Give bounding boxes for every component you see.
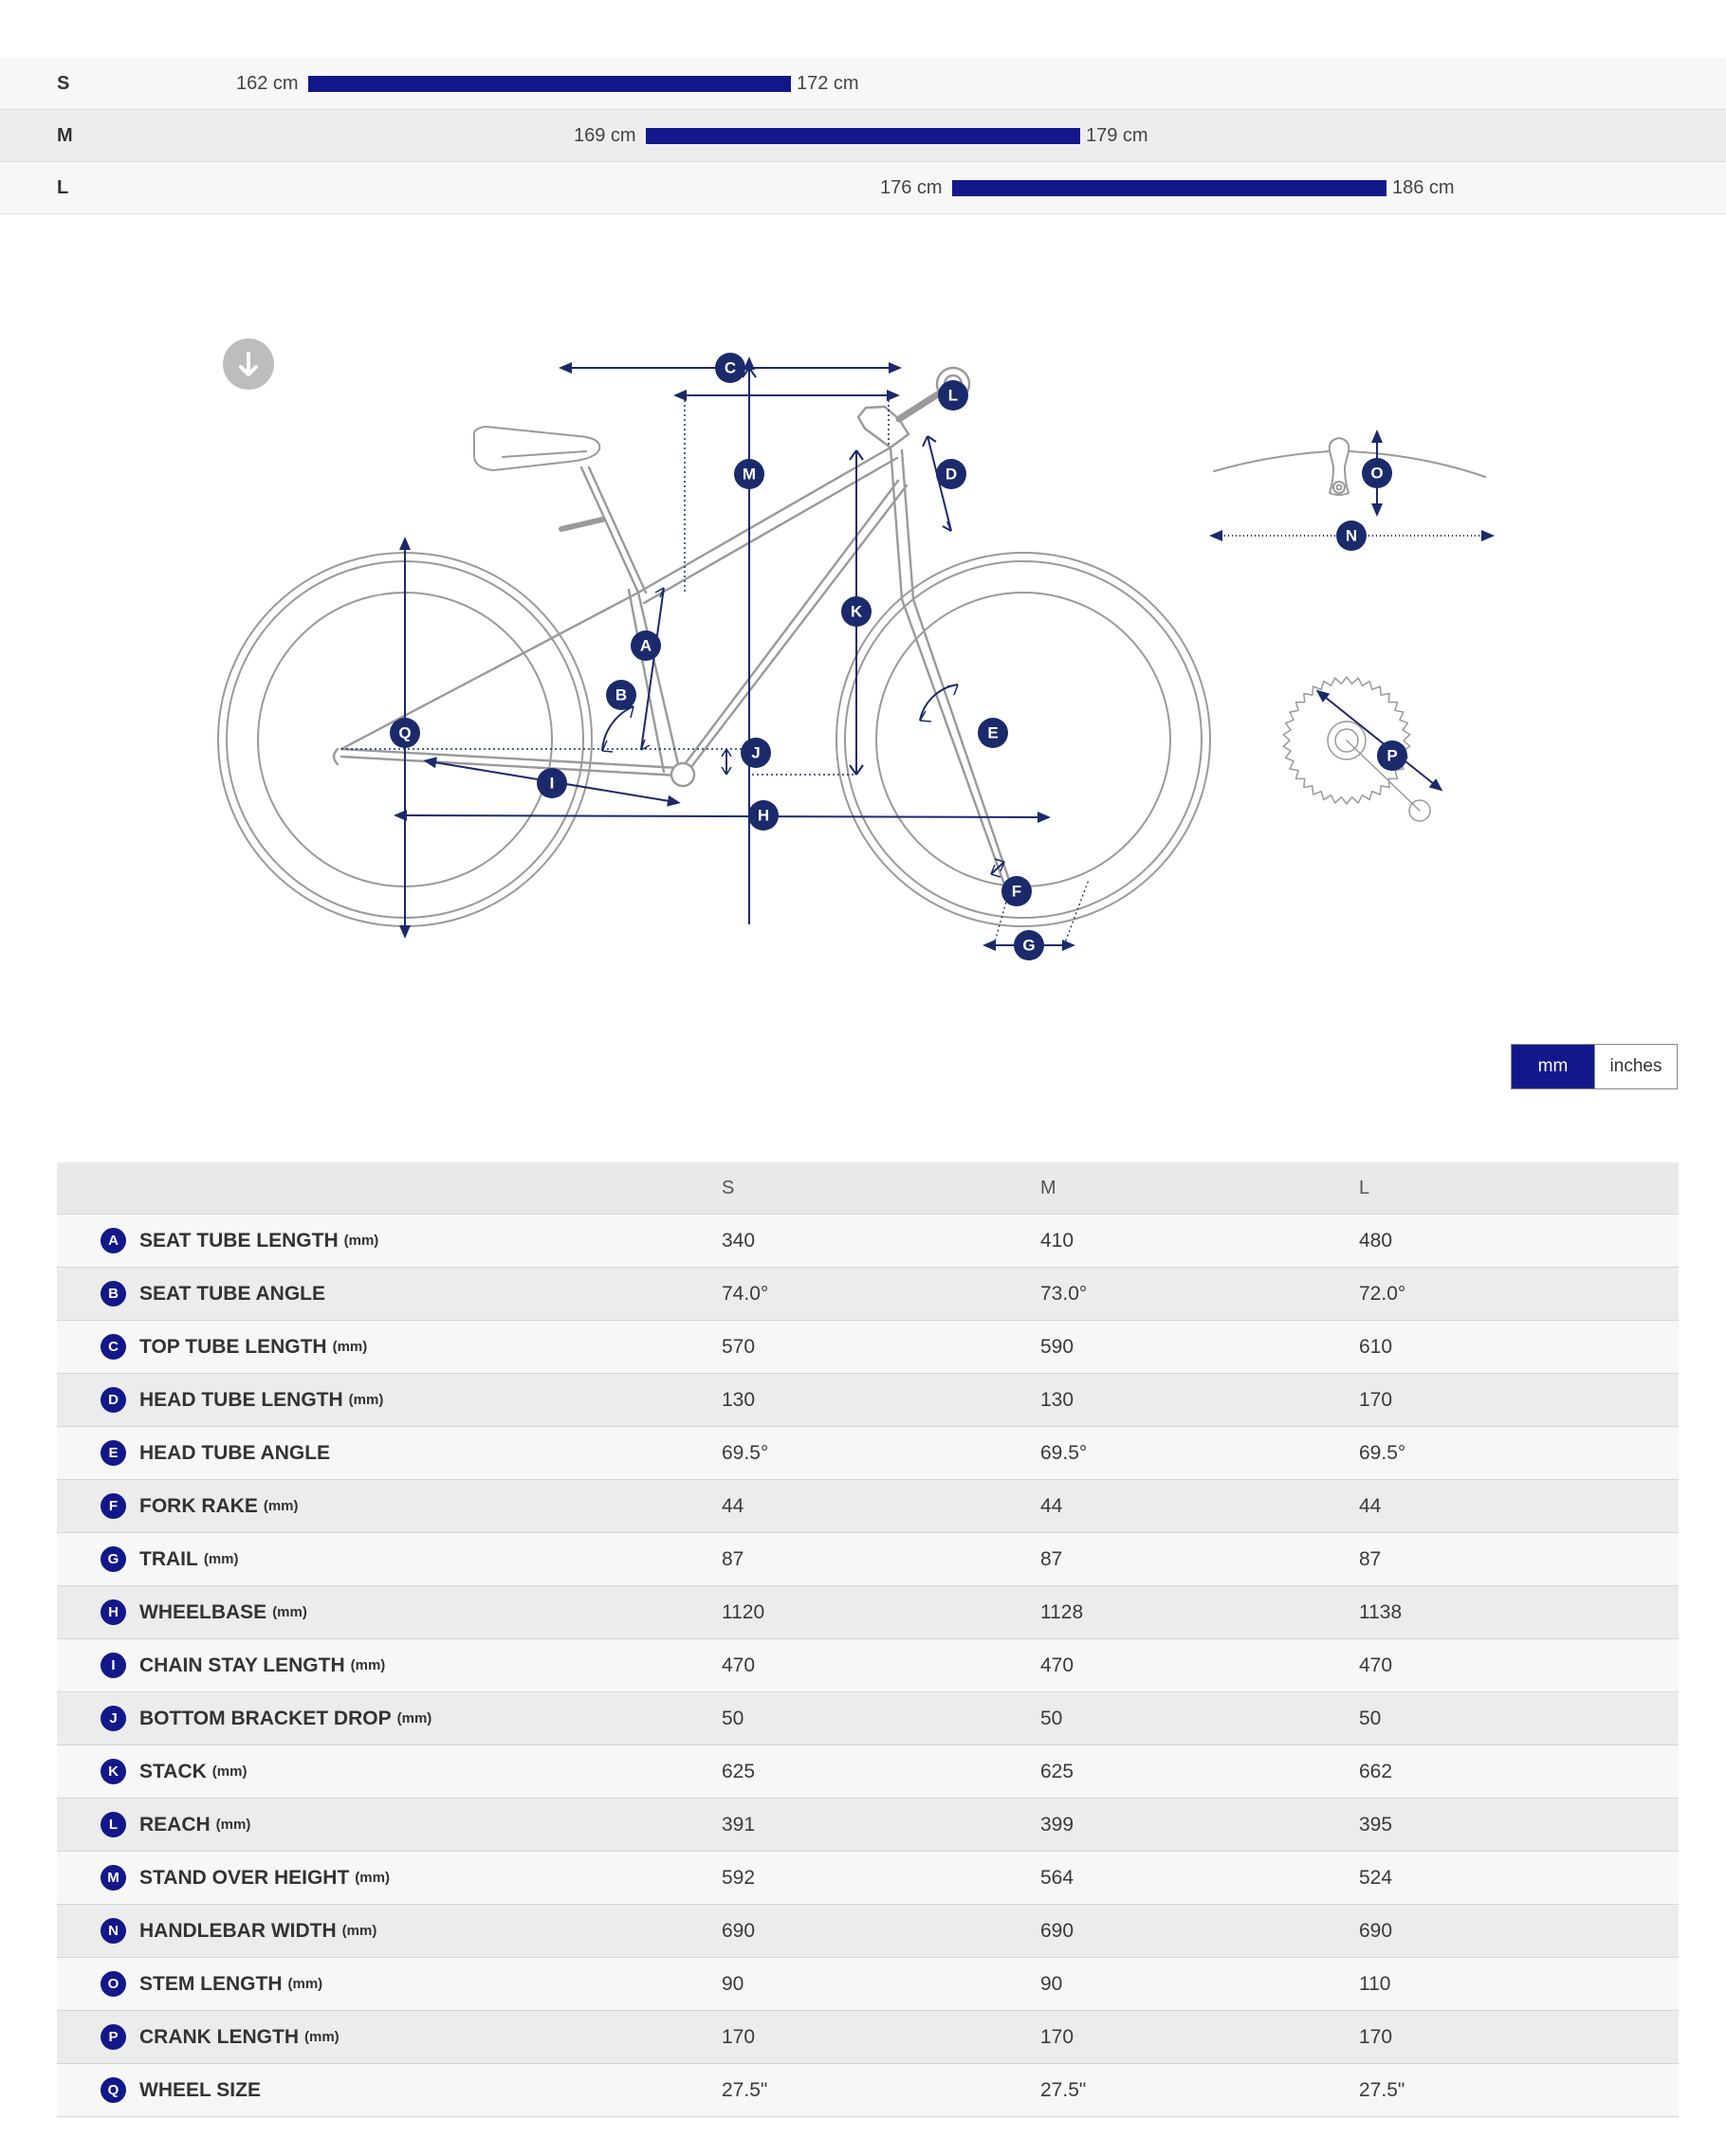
svg-text:Q: Q xyxy=(398,724,411,742)
svg-text:H: H xyxy=(758,807,769,825)
svg-text:F: F xyxy=(1012,883,1021,901)
svg-text:M: M xyxy=(743,466,756,484)
svg-text:L: L xyxy=(948,387,958,405)
svg-text:E: E xyxy=(987,724,998,742)
svg-text:B: B xyxy=(615,686,627,704)
svg-text:A: A xyxy=(640,637,652,655)
svg-text:K: K xyxy=(851,603,863,621)
svg-text:G: G xyxy=(1022,937,1035,955)
svg-text:I: I xyxy=(550,775,555,793)
svg-text:D: D xyxy=(946,466,957,484)
svg-text:C: C xyxy=(725,359,736,377)
svg-text:O: O xyxy=(1370,465,1383,483)
svg-text:J: J xyxy=(751,744,760,762)
svg-text:P: P xyxy=(1386,747,1397,765)
svg-text:N: N xyxy=(1346,527,1357,545)
